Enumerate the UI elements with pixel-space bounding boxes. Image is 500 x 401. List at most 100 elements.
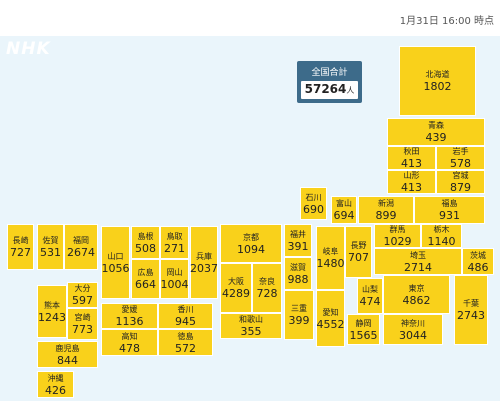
pref-value: 2037 bbox=[190, 261, 218, 275]
pref-tochigi[interactable]: 栃木 1140 bbox=[421, 224, 462, 248]
pref-value: 478 bbox=[119, 341, 140, 355]
pref-value: 728 bbox=[256, 287, 278, 300]
pref-name: 長崎 bbox=[12, 236, 29, 245]
pref-fukushima[interactable]: 福島 931 bbox=[414, 196, 485, 224]
pref-hyogo[interactable]: 兵庫 2037 bbox=[190, 226, 218, 299]
pref-value: 486 bbox=[467, 260, 489, 274]
national-total-badge: 全国合計 57264人 bbox=[297, 61, 362, 103]
pref-name: 石川 bbox=[305, 192, 322, 202]
pref-ishikawa[interactable]: 石川 690 bbox=[300, 187, 327, 220]
pref-name: 岐阜 bbox=[322, 247, 339, 256]
pref-aichi[interactable]: 愛知 4552 bbox=[316, 290, 345, 347]
pref-value: 1056 bbox=[101, 261, 130, 275]
pref-shimane[interactable]: 島根 508 bbox=[131, 226, 160, 259]
pref-value: 4862 bbox=[402, 293, 431, 307]
national-total-label: 全国合計 bbox=[311, 68, 348, 78]
pref-name: 山梨 bbox=[362, 285, 378, 294]
pref-nagasaki[interactable]: 長崎 727 bbox=[7, 224, 34, 270]
pref-name: 神奈川 bbox=[401, 318, 425, 328]
pref-name: 新潟 bbox=[378, 199, 394, 208]
pref-gifu[interactable]: 岐阜 1480 bbox=[316, 226, 345, 290]
pref-wakayama[interactable]: 和歌山 355 bbox=[220, 313, 282, 339]
pref-value: 413 bbox=[401, 157, 422, 170]
pref-name: 青森 bbox=[428, 121, 444, 130]
pref-value: 578 bbox=[450, 157, 471, 170]
pref-tokyo[interactable]: 東京 4862 bbox=[383, 275, 450, 314]
pref-name: 香川 bbox=[177, 305, 194, 314]
pref-okayama[interactable]: 岡山 1004 bbox=[160, 259, 189, 299]
pref-name: 山形 bbox=[403, 171, 420, 180]
pref-fukui[interactable]: 福井 391 bbox=[284, 224, 312, 257]
pref-saga[interactable]: 佐賀 531 bbox=[37, 224, 64, 270]
pref-name: 鹿児島 bbox=[55, 343, 80, 353]
pref-name: 秋田 bbox=[403, 147, 420, 156]
pref-name: 富山 bbox=[336, 199, 352, 208]
pref-fukuoka[interactable]: 福岡 2674 bbox=[64, 224, 98, 270]
pref-chiba[interactable]: 千葉 2743 bbox=[454, 275, 488, 345]
pref-mie[interactable]: 三重 399 bbox=[284, 290, 314, 340]
pref-name: 徳島 bbox=[177, 331, 194, 341]
pref-oita[interactable]: 大分 597 bbox=[67, 282, 98, 308]
pref-value: 988 bbox=[287, 272, 309, 286]
pref-ibaraki[interactable]: 茨城 486 bbox=[462, 248, 494, 275]
pref-shiga[interactable]: 滋賀 988 bbox=[284, 257, 312, 290]
pref-hokkaido[interactable]: 北海道 1802 bbox=[399, 46, 476, 116]
pref-name: 大分 bbox=[74, 284, 91, 293]
pref-kyoto[interactable]: 京都 1094 bbox=[220, 224, 282, 263]
pref-gunma[interactable]: 群馬 1029 bbox=[374, 224, 421, 248]
pref-value: 931 bbox=[439, 209, 460, 222]
pref-value: 4289 bbox=[222, 287, 250, 300]
pref-value: 597 bbox=[72, 294, 93, 307]
pref-ehime[interactable]: 愛媛 1136 bbox=[101, 303, 158, 329]
pref-value: 2743 bbox=[457, 309, 485, 322]
pref-nagano[interactable]: 長野 707 bbox=[345, 226, 372, 278]
pref-name: 千葉 bbox=[463, 299, 479, 308]
pref-tottori[interactable]: 鳥取 271 bbox=[160, 226, 189, 259]
pref-value: 690 bbox=[303, 202, 324, 216]
pref-name: 栃木 bbox=[433, 225, 450, 234]
pref-name: 静岡 bbox=[355, 318, 372, 328]
pref-value: 844 bbox=[57, 353, 78, 367]
pref-toyama[interactable]: 富山 694 bbox=[331, 196, 357, 224]
pref-yamanashi[interactable]: 山梨 474 bbox=[357, 278, 383, 314]
pref-miyazaki[interactable]: 宮崎 773 bbox=[67, 308, 98, 340]
pref-hiroshima[interactable]: 広島 664 bbox=[131, 259, 160, 299]
pref-name: 茨城 bbox=[470, 250, 486, 260]
pref-name: 三重 bbox=[291, 304, 307, 313]
pref-kagawa[interactable]: 香川 945 bbox=[158, 303, 213, 329]
pref-value: 1136 bbox=[115, 315, 144, 328]
pref-osaka[interactable]: 大阪 4289 bbox=[220, 263, 252, 313]
pref-value: 439 bbox=[425, 131, 447, 144]
pref-yamagata[interactable]: 山形 413 bbox=[387, 170, 436, 194]
pref-miyagi[interactable]: 宮城 879 bbox=[436, 170, 485, 194]
national-total-unit: 人 bbox=[346, 86, 355, 95]
pref-aomori[interactable]: 青森 439 bbox=[387, 118, 485, 146]
pref-kumamoto[interactable]: 熊本 1243 bbox=[37, 285, 67, 338]
pref-value: 1094 bbox=[237, 242, 265, 256]
pref-value: 727 bbox=[10, 246, 31, 259]
pref-akita[interactable]: 秋田 413 bbox=[387, 146, 436, 170]
pref-shizuoka[interactable]: 静岡 1565 bbox=[347, 314, 380, 345]
pref-tokushima[interactable]: 徳島 572 bbox=[158, 329, 213, 356]
pref-nara[interactable]: 奈良 728 bbox=[252, 263, 282, 313]
pref-kanagawa[interactable]: 神奈川 3044 bbox=[383, 314, 443, 345]
pref-value: 707 bbox=[348, 251, 369, 264]
pref-kochi[interactable]: 高知 478 bbox=[101, 329, 158, 356]
pref-niigata[interactable]: 新潟 899 bbox=[358, 196, 414, 224]
pref-value: 4552 bbox=[316, 317, 345, 331]
pref-name: 埼玉 bbox=[410, 250, 426, 260]
timestamp-text: 1月31日 16:00 時点 bbox=[399, 16, 494, 27]
pref-yamaguchi[interactable]: 山口 1056 bbox=[101, 226, 130, 299]
pref-name: 島根 bbox=[137, 231, 154, 241]
pref-saitama[interactable]: 埼玉 2714 bbox=[374, 248, 462, 275]
pref-name: 長野 bbox=[350, 241, 367, 250]
national-total-value: 57264 bbox=[304, 82, 347, 96]
timestamp-bar: 1月31日 16:00 時点 bbox=[0, 0, 500, 36]
pref-name: 大阪 bbox=[228, 277, 244, 286]
pref-name: 福島 bbox=[441, 199, 458, 208]
pref-iwate[interactable]: 岩手 578 bbox=[436, 146, 485, 170]
pref-name: 東京 bbox=[408, 283, 425, 293]
pref-name: 鳥取 bbox=[166, 231, 183, 241]
pref-kagoshima[interactable]: 鹿児島 844 bbox=[37, 341, 98, 368]
pref-okinawa[interactable]: 沖縄 426 bbox=[37, 371, 74, 398]
